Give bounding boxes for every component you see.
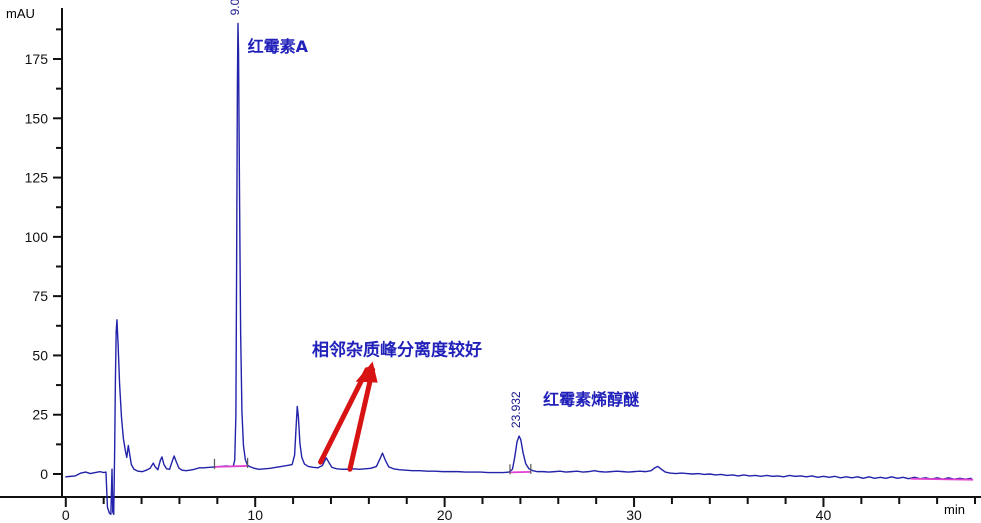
x-axis-tick-label: 40 [816,507,832,523]
y-axis-tick-label: 25 [32,407,48,423]
erythromycin-enol-ether-name: 红霉素烯醇醚 [543,390,639,409]
y-axis-tick-label: 150 [25,110,49,126]
arrowhead-shape [355,361,378,383]
x-axis-tick-label: 20 [437,507,453,523]
arrow-shaft [347,367,376,472]
signal-trace [65,22,972,516]
resolution-arrow-head [355,361,378,383]
erythromycin-a-name: 红霉素A [248,37,309,56]
x-axis-tick-label: 30 [626,507,642,523]
y-axis-tick-label: 100 [25,229,49,245]
y-axis-unit-label: mAU [6,6,35,21]
x-axis-tick-label: 0 [62,507,70,523]
x-axis-tick-label: 10 [247,507,263,523]
erythromycin-a-rt: 9.0886 [228,0,242,15]
baseline-tail [910,477,974,481]
resolution-arrow-left [318,367,370,465]
baseline-erythromycin-a [214,465,248,468]
y-axis-tick-label: 0 [40,466,48,482]
y-axis-tick-label: 125 [25,170,49,186]
x-axis-unit-label: min [944,502,965,517]
resolution-arrow-right [347,367,376,472]
arrow-shaft [318,367,370,465]
y-axis-tick-label: 75 [32,288,48,304]
y-axis-tick-label: 175 [25,51,49,67]
resolution-note: 相邻杂质峰分离度较好 [312,339,482,360]
y-axis-tick-label: 50 [32,347,48,363]
erythromycin-enol-ether-rt: 23.932 [509,391,523,428]
